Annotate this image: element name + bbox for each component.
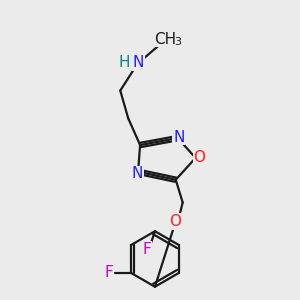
Text: N: N bbox=[132, 55, 144, 70]
Text: O: O bbox=[169, 214, 181, 229]
Text: F: F bbox=[143, 242, 152, 256]
Text: O: O bbox=[194, 150, 206, 165]
Text: F: F bbox=[105, 266, 113, 280]
Text: N: N bbox=[131, 166, 143, 181]
Text: N: N bbox=[173, 130, 184, 145]
Text: H: H bbox=[118, 55, 130, 70]
Text: 3: 3 bbox=[174, 37, 181, 47]
Text: CH: CH bbox=[154, 32, 176, 46]
